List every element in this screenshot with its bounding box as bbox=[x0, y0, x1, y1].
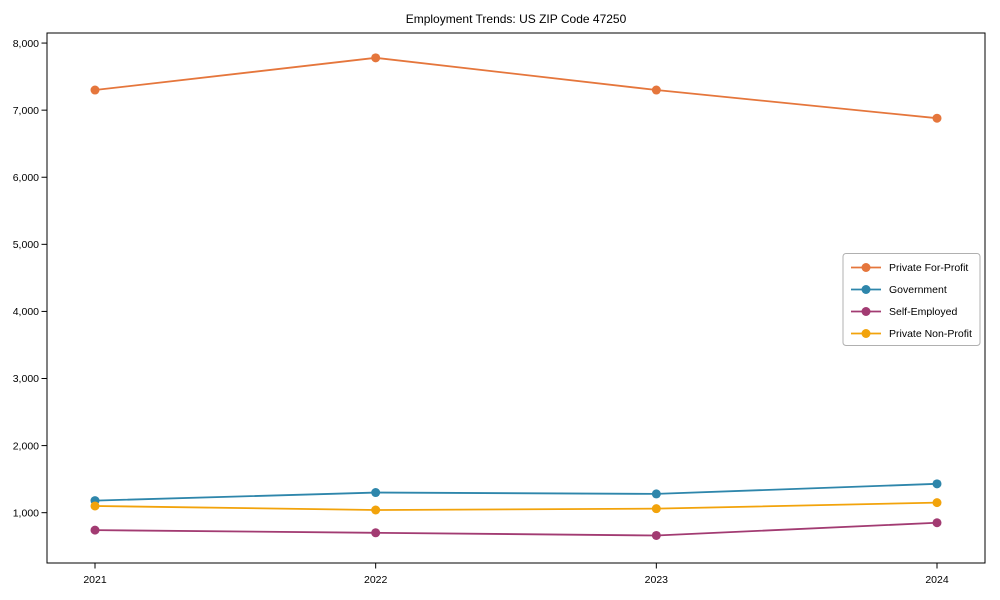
y-tick-label: 3,000 bbox=[13, 373, 39, 385]
data-point-marker bbox=[651, 530, 661, 540]
legend-item: Private Non-Profit bbox=[851, 328, 972, 340]
y-tick-label: 2,000 bbox=[13, 440, 39, 452]
chart-title: Employment Trends: US ZIP Code 47250 bbox=[406, 12, 627, 26]
data-point-marker bbox=[651, 489, 661, 499]
legend-label: Private For-Profit bbox=[889, 262, 968, 274]
legend-swatch-marker bbox=[861, 307, 871, 316]
series-lines bbox=[90, 53, 942, 540]
legend-swatch-marker bbox=[861, 263, 871, 272]
data-point-marker bbox=[932, 498, 942, 508]
data-point-marker bbox=[932, 518, 942, 528]
legend-swatch-marker bbox=[861, 329, 871, 338]
data-point-marker bbox=[371, 488, 381, 498]
x-tick-label: 2022 bbox=[364, 574, 388, 586]
y-tick-label: 1,000 bbox=[13, 507, 39, 519]
data-point-marker bbox=[90, 501, 100, 511]
data-point-marker bbox=[371, 505, 381, 515]
series-line bbox=[94, 501, 938, 511]
y-tick-label: 8,000 bbox=[13, 38, 39, 50]
y-tick-label: 6,000 bbox=[13, 172, 39, 184]
data-point-marker bbox=[651, 85, 661, 95]
data-point-marker bbox=[651, 504, 661, 514]
data-point-marker bbox=[932, 479, 942, 489]
y-axis: 1,000 2,000 3,000 4,000 5,000 6,000 7,000 8,000 bbox=[13, 38, 47, 519]
x-tick-label: 2023 bbox=[645, 574, 669, 586]
legend-item: Government bbox=[851, 284, 947, 296]
legend-item: Self-Employed bbox=[851, 306, 957, 318]
data-point-marker bbox=[90, 85, 100, 95]
data-point-marker bbox=[371, 53, 381, 63]
y-tick-label: 5,000 bbox=[13, 239, 39, 251]
series-line bbox=[94, 521, 938, 537]
data-point-marker bbox=[932, 113, 942, 123]
y-tick-label: 7,000 bbox=[13, 105, 39, 117]
legend: Private For-Profit Government Self-Employe… bbox=[842, 253, 981, 346]
legend-label: Self-Employed bbox=[889, 306, 957, 318]
x-tick-label: 2021 bbox=[83, 574, 107, 586]
data-point-marker bbox=[90, 525, 100, 535]
legend-label: Private Non-Profit bbox=[889, 328, 972, 340]
data-point-marker bbox=[371, 528, 381, 538]
legend-box bbox=[842, 253, 981, 346]
legend-item: Private For-Profit bbox=[851, 262, 968, 274]
y-tick-label: 4,000 bbox=[13, 306, 39, 318]
series-line bbox=[94, 482, 938, 502]
plot-border bbox=[46, 32, 986, 564]
legend-swatch-marker bbox=[861, 285, 871, 294]
legend-label: Government bbox=[889, 284, 947, 296]
series-line bbox=[94, 56, 938, 120]
x-tick-label: 2024 bbox=[925, 574, 949, 586]
x-axis: 2021 2022 2023 2024 bbox=[83, 563, 949, 586]
